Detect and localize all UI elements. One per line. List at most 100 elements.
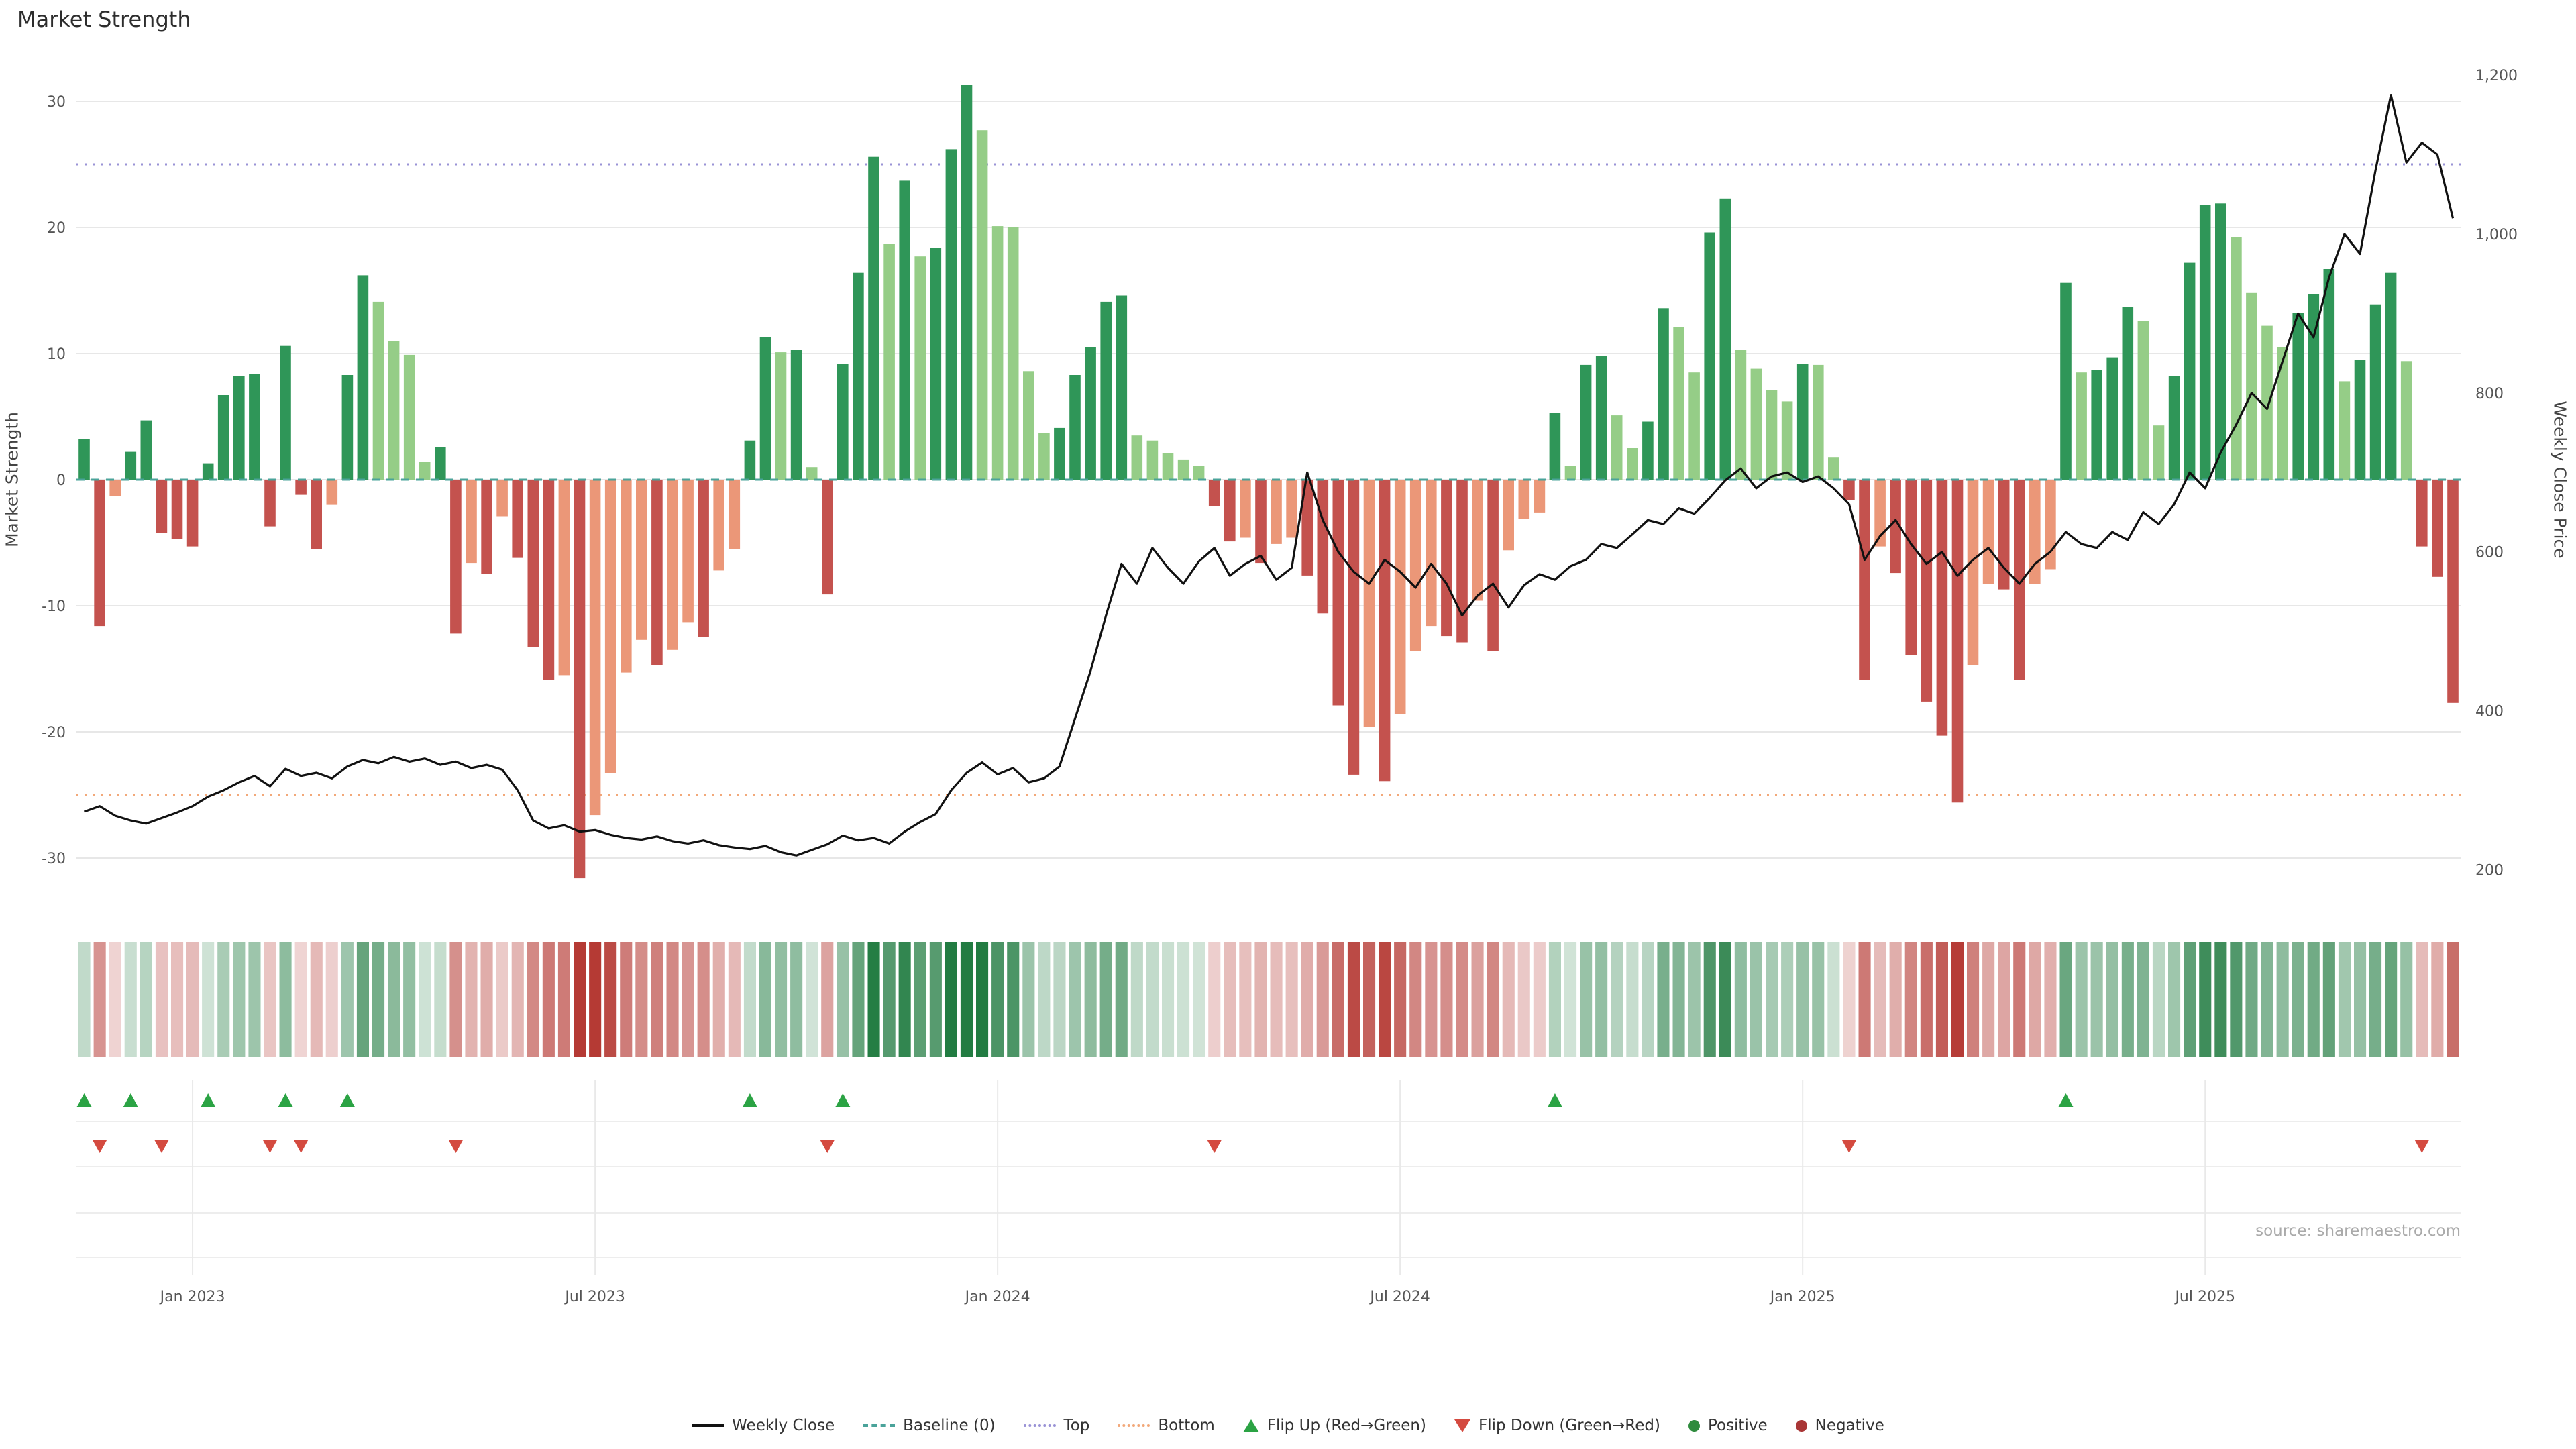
strength-bar [729, 480, 741, 549]
flip-down-marker [92, 1140, 107, 1153]
legend-swatch-dashed-icon [863, 1424, 896, 1427]
strength-bar [217, 395, 229, 480]
heatmap-cell [2137, 942, 2149, 1057]
strength-bar [403, 354, 415, 480]
heatmap-cell [465, 942, 478, 1057]
heatmap-cell [1440, 942, 1453, 1057]
strength-bar [2076, 372, 2087, 480]
strength-bar [2122, 307, 2134, 480]
heatmap-cell [449, 942, 462, 1057]
strength-bar [2029, 480, 2041, 584]
heatmap-cell [1796, 942, 1809, 1057]
heatmap-cell [202, 942, 215, 1057]
strength-bar [744, 440, 756, 480]
strength-bar [543, 480, 555, 680]
strength-bar [790, 350, 802, 480]
heatmap-cell [2075, 942, 2088, 1057]
flip-up-marker [1547, 1093, 1562, 1107]
legend-item-negative[interactable]: Negative [1795, 1417, 1884, 1434]
strength-bar [1162, 453, 1174, 480]
legend-item-positive[interactable]: Positive [1688, 1417, 1768, 1434]
heatmap-cell [1270, 942, 1283, 1057]
heatmap-cell [1951, 942, 1964, 1057]
flip-up-marker [742, 1093, 757, 1107]
strength-bar [1363, 480, 1375, 727]
heatmap-cell [2354, 942, 2367, 1057]
legend-item-bottom[interactable]: Bottom [1118, 1417, 1215, 1434]
heatmap-cell [1022, 942, 1035, 1057]
legend-item-flip-up-red-green[interactable]: Flip Up (Red→Green) [1242, 1417, 1426, 1434]
legend-item-weekly-close[interactable]: Weekly Close [692, 1417, 835, 1434]
strength-bar [1332, 480, 1344, 706]
weekly-close-line [83, 94, 2455, 857]
heatmap-cell [1533, 942, 1546, 1057]
strength-bar [2215, 203, 2226, 480]
heatmap-cell [589, 942, 602, 1057]
strength-bar [496, 480, 508, 517]
strength-bar [1441, 480, 1452, 637]
strength-bar [1348, 480, 1360, 775]
heatmap-cell [976, 942, 989, 1057]
legend-item-baseline-0[interactable]: Baseline (0) [863, 1417, 996, 1434]
strength-bar [1688, 372, 1700, 480]
heatmap-cell [2184, 942, 2196, 1057]
heatmap-cell [821, 942, 834, 1057]
heatmap-cell [806, 942, 818, 1057]
heatmap-cell [1874, 942, 1886, 1057]
heatmap-cell [1580, 942, 1593, 1057]
strength-bar [1409, 480, 1421, 651]
strength-bar [1054, 427, 1065, 480]
strength-bar [372, 301, 384, 480]
x-axis-tick-label: Jan 2023 [159, 1289, 225, 1305]
legend-item-top[interactable]: Top [1023, 1417, 1089, 1434]
heatmap-cell [2059, 942, 2072, 1057]
heatmap-cell [403, 942, 416, 1057]
heatmap-cell [991, 942, 1004, 1057]
strength-bar [1781, 401, 1793, 480]
legend-label: Bottom [1158, 1417, 1215, 1434]
heatmap-cell [2292, 942, 2304, 1057]
heatmap-cell [1208, 942, 1221, 1057]
right-axis-tick-label: 200 [2475, 863, 2504, 879]
strength-bar [2137, 321, 2149, 480]
heatmap-cell [1611, 942, 1623, 1057]
strength-bar [636, 480, 647, 640]
strength-bar [186, 480, 199, 547]
heatmap-cell [1332, 942, 1344, 1057]
heatmap-cell [1316, 942, 1329, 1057]
heatmap-cell [542, 942, 555, 1057]
heatmap-cell [1812, 942, 1825, 1057]
heatmap-cell [1409, 942, 1422, 1057]
chart-title: Market Strength [17, 7, 191, 32]
legend-swatch-dot-icon [1795, 1419, 1807, 1432]
strength-bar [1874, 480, 1886, 547]
strength-bar [2106, 357, 2118, 480]
strength-bar [233, 376, 245, 480]
strength-bar [822, 480, 833, 595]
heatmap-cell [2369, 942, 2382, 1057]
strength-bar [1038, 433, 1050, 480]
left-axis-tick-label: -10 [42, 598, 66, 615]
heatmap-cell [1766, 942, 1778, 1057]
heatmap-cell [1115, 942, 1128, 1057]
heatmap-cell [78, 942, 91, 1057]
strength-bar [604, 480, 616, 773]
strength-bar [1023, 371, 1034, 480]
heatmap-cell [2013, 942, 2026, 1057]
strength-bar [1301, 480, 1313, 576]
heatmap-cell [682, 942, 694, 1057]
strength-bar [621, 480, 632, 673]
strength-bar [1750, 368, 1762, 480]
legend-item-flip-down-green-red[interactable]: Flip Down (Green→Red) [1454, 1417, 1660, 1434]
legend-label: Positive [1707, 1417, 1768, 1434]
source-attribution: source: sharemaestro.com [2255, 1222, 2461, 1240]
strength-bar [1642, 421, 1654, 480]
heatmap-cell [1781, 942, 1794, 1057]
heatmap-cell [697, 942, 710, 1057]
heatmap-cell [419, 942, 431, 1057]
strength-bar [2091, 370, 2102, 480]
heatmap-cell [852, 942, 865, 1057]
strength-bar [2416, 480, 2428, 547]
strength-bar [1627, 448, 1638, 480]
market-strength-chart: 30 20 10 0 -10 -20 -30 1,200 1,000 800 600 400 200 Ja… [42, 68, 2518, 1305]
